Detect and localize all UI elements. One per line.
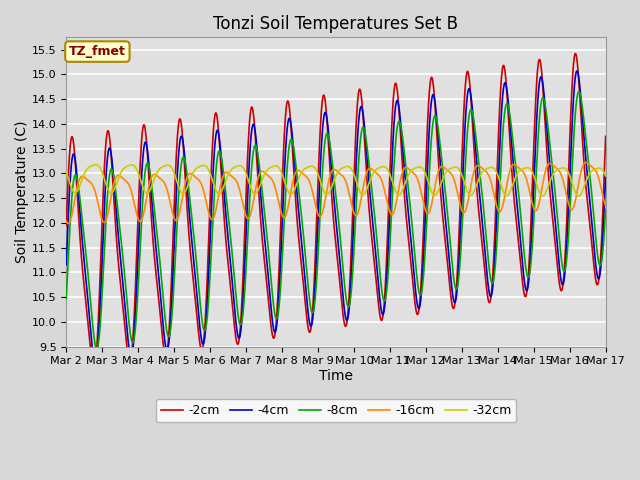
-4cm (303, 295, 310, 300)
-4cm (602, 172, 609, 178)
X-axis label: Time: Time (319, 369, 353, 383)
-2cm (90, 365, 98, 371)
Line: -32cm: -32cm (67, 165, 605, 196)
-8cm (292, 158, 300, 164)
-2cm (63, 223, 70, 228)
-8cm (312, 281, 320, 287)
-16cm (63, 218, 70, 224)
-2cm (572, 50, 579, 56)
-32cm (92, 162, 100, 168)
-32cm (602, 173, 609, 179)
Line: -16cm: -16cm (67, 162, 605, 224)
-4cm (370, 228, 378, 234)
Line: -4cm: -4cm (67, 71, 605, 362)
-2cm (312, 226, 320, 231)
Line: -2cm: -2cm (67, 53, 605, 368)
-4cm (63, 262, 70, 267)
Text: TZ_fmet: TZ_fmet (69, 45, 126, 58)
-2cm (292, 195, 300, 201)
-8cm (63, 296, 70, 301)
-16cm (292, 170, 300, 176)
-16cm (602, 203, 609, 209)
-4cm (91, 359, 99, 365)
-4cm (292, 171, 300, 177)
-2cm (370, 252, 378, 258)
-16cm (127, 185, 134, 191)
Title: Tonzi Soil Temperatures Set B: Tonzi Soil Temperatures Set B (213, 15, 458, 33)
-8cm (127, 331, 134, 336)
-8cm (575, 89, 583, 95)
Y-axis label: Soil Temperature (C): Soil Temperature (C) (15, 121, 29, 263)
-32cm (127, 162, 134, 168)
-32cm (292, 184, 300, 190)
-32cm (312, 168, 320, 173)
-32cm (575, 193, 582, 199)
-4cm (312, 259, 320, 264)
Line: -8cm: -8cm (67, 92, 605, 348)
-8cm (602, 206, 609, 212)
-16cm (312, 206, 320, 212)
-32cm (104, 187, 112, 193)
-16cm (582, 159, 589, 165)
-8cm (93, 346, 100, 351)
Legend: -2cm, -4cm, -8cm, -16cm, -32cm: -2cm, -4cm, -8cm, -16cm, -32cm (156, 399, 516, 422)
-2cm (303, 314, 310, 320)
-32cm (63, 169, 70, 175)
-16cm (370, 168, 378, 173)
-4cm (573, 68, 580, 74)
-32cm (370, 170, 378, 176)
-4cm (104, 148, 112, 154)
-8cm (370, 203, 378, 208)
-2cm (602, 133, 609, 139)
-32cm (303, 165, 310, 170)
-16cm (65, 221, 72, 227)
-16cm (104, 208, 112, 214)
-4cm (127, 352, 134, 358)
-2cm (127, 359, 134, 364)
-2cm (104, 128, 112, 134)
-8cm (104, 182, 112, 188)
-16cm (303, 174, 310, 180)
-8cm (303, 266, 310, 272)
